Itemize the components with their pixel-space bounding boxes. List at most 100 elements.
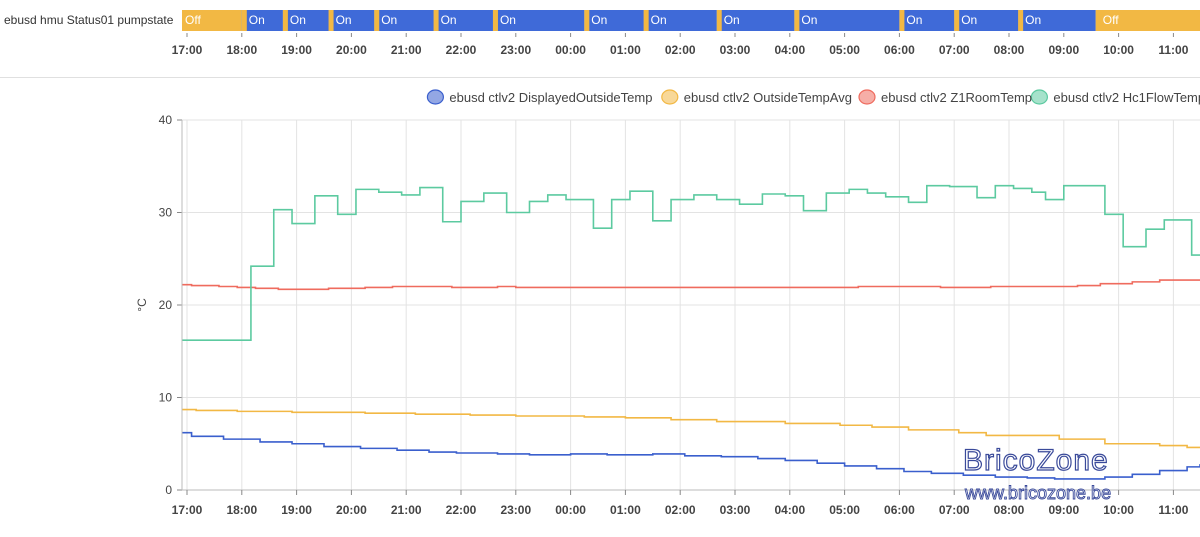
x-tick-label: 01:00 — [610, 503, 641, 517]
x-tick-label: 02:00 — [665, 503, 696, 517]
state-segment[interactable]: On — [584, 10, 644, 31]
state-segment[interactable]: On — [1018, 10, 1096, 31]
state-segment[interactable]: Off — [182, 10, 242, 31]
timeline-tick-label: 18:00 — [226, 43, 257, 57]
series-line[interactable] — [182, 408, 1200, 449]
state-segment-label: On — [906, 13, 922, 27]
state-segment-label: On — [441, 13, 457, 27]
legend-swatch — [426, 89, 444, 105]
section-divider — [0, 77, 1200, 78]
state-segment[interactable]: On — [899, 10, 955, 31]
series-line[interactable] — [182, 431, 1200, 480]
timeline-tick-label: 09:00 — [1048, 43, 1079, 57]
timeline-tick-label: 20:00 — [336, 43, 367, 57]
chart-legend: ebusd ctlv2 Hc1FlowTemp ebusd ctlv2 Z1Roo… — [426, 89, 1200, 105]
timeline-tick-label: 23:00 — [500, 43, 531, 57]
x-tick-label: 06:00 — [884, 503, 915, 517]
x-tick-label: 08:00 — [994, 503, 1025, 517]
state-segment[interactable]: On — [433, 10, 493, 31]
x-tick-label: 00:00 — [555, 503, 586, 517]
timeline-tick-label: 11:00 — [1158, 43, 1188, 57]
state-segment[interactable]: Off — [1095, 10, 1200, 31]
legend-item[interactable]: ebusd ctlv2 Z1RoomTemp — [858, 89, 1032, 105]
x-tick-label: 09:00 — [1048, 503, 1079, 517]
state-segment[interactable]: On — [716, 10, 795, 31]
x-tick-label: 07:00 — [939, 503, 970, 517]
legend-swatch — [858, 89, 876, 105]
y-axis: 0 10 20 30 40 — [159, 113, 183, 497]
y-tick-label: 10 — [159, 391, 173, 405]
pumpstate-timeline: ebusd hmu Status01 pumpstate Off On On On On… — [4, 10, 1200, 57]
state-segment-label: On — [1025, 13, 1041, 27]
state-segment[interactable]: On — [954, 10, 1019, 31]
timeline-tick-label: 10:00 — [1103, 43, 1134, 57]
legend-label: ebusd ctlv2 Hc1FlowTemp — [1053, 90, 1200, 105]
state-segment-label: On — [591, 13, 607, 27]
state-segment-label: On — [290, 13, 306, 27]
legend-swatch — [1030, 89, 1049, 105]
chart-series — [182, 184, 1200, 480]
legend-swatch — [661, 89, 679, 105]
x-tick-label: 04:00 — [774, 503, 805, 517]
legend-label: ebusd ctlv2 OutsideTempAvg — [684, 90, 852, 105]
bricozone-watermark: BricoZone www.bricozone.be — [962, 443, 1111, 503]
x-tick-label: 10:00 — [1103, 503, 1134, 517]
timeline-tick-label: 19:00 — [281, 43, 312, 57]
state-segment[interactable]: On — [794, 10, 900, 31]
x-tick-label: 03:00 — [720, 503, 751, 517]
state-segment-label: On — [961, 13, 977, 27]
y-tick-label: 20 — [159, 298, 173, 312]
x-tick-label: 20:00 — [336, 503, 367, 517]
timeline-tick-label: 22:00 — [446, 43, 477, 57]
state-segment-label: On — [651, 13, 667, 27]
legend-label: ebusd ctlv2 DisplayedOutsideTemp — [449, 90, 652, 105]
timeline-tick-label: 21:00 — [391, 43, 422, 57]
timeline-tick-label: 02:00 — [665, 43, 696, 57]
state-segment-label: On — [801, 13, 817, 27]
timeline-tick-label: 17:00 — [172, 43, 203, 57]
legend-item[interactable]: ebusd ctlv2 OutsideTempAvg — [661, 89, 852, 105]
x-axis: 17:00 18:00 19:00 20:00 21:00 22:00 23:00 00:00… — [172, 489, 1200, 517]
timeline-tick-label: 07:00 — [939, 43, 970, 57]
x-tick-label: 23:00 — [500, 503, 531, 517]
timeline-ticks: 17:00 18:00 19:00 20:00 21:00 22:00 23:00 00:00… — [172, 33, 1189, 57]
timeline-segments: Off On On On On On On On On On On On On On Off — [182, 10, 1200, 31]
series-line[interactable] — [182, 184, 1200, 341]
state-segment-label: On — [381, 13, 397, 27]
state-segment-label: On — [500, 13, 516, 27]
x-tick-label: 17:00 — [172, 503, 203, 517]
legend-item[interactable]: ebusd ctlv2 DisplayedOutsideTemp — [426, 89, 652, 105]
series-line[interactable] — [182, 279, 1200, 291]
state-segment[interactable]: On — [643, 10, 717, 31]
legend-item[interactable]: ebusd ctlv2 Hc1FlowTemp — [1030, 89, 1200, 105]
timeline-tick-label: 03:00 — [720, 43, 751, 57]
timeline-tick-label: 06:00 — [884, 43, 915, 57]
timeline-tick-label: 08:00 — [994, 43, 1025, 57]
x-tick-label: 11:00 — [1158, 503, 1188, 517]
x-tick-label: 19:00 — [281, 503, 312, 517]
timeline-tick-label: 04:00 — [774, 43, 805, 57]
watermark-logo: BricoZone — [963, 444, 1109, 477]
state-segment[interactable]: On — [492, 10, 585, 31]
timeline-tick-label: 01:00 — [610, 43, 641, 57]
state-segment[interactable]: On — [241, 10, 283, 31]
state-segment[interactable]: On — [374, 10, 434, 31]
watermark-url: www.bricozone.be — [964, 483, 1111, 503]
state-segment[interactable]: On — [328, 10, 375, 31]
y-tick-label: 30 — [159, 206, 173, 220]
state-segment[interactable]: On — [282, 10, 329, 31]
timeline-title: ebusd hmu Status01 pumpstate — [4, 13, 174, 27]
timeline-tick-label: 05:00 — [829, 43, 860, 57]
temperature-chart: ebusd ctlv2 Hc1FlowTemp ebusd ctlv2 Z1Roo… — [135, 89, 1200, 517]
timeline-tick-label: 00:00 — [555, 43, 586, 57]
y-axis-label: °C — [135, 298, 149, 312]
x-tick-label: 18:00 — [226, 503, 257, 517]
state-segment-label: On — [724, 13, 740, 27]
y-tick-label: 0 — [165, 483, 172, 497]
legend-label: ebusd ctlv2 Z1RoomTemp — [881, 90, 1032, 105]
state-segment-label: On — [249, 13, 265, 27]
x-tick-label: 21:00 — [391, 503, 422, 517]
state-segment-label: Off — [185, 13, 201, 27]
chart-grid — [182, 119, 1200, 491]
state-segment-label: On — [336, 13, 352, 27]
